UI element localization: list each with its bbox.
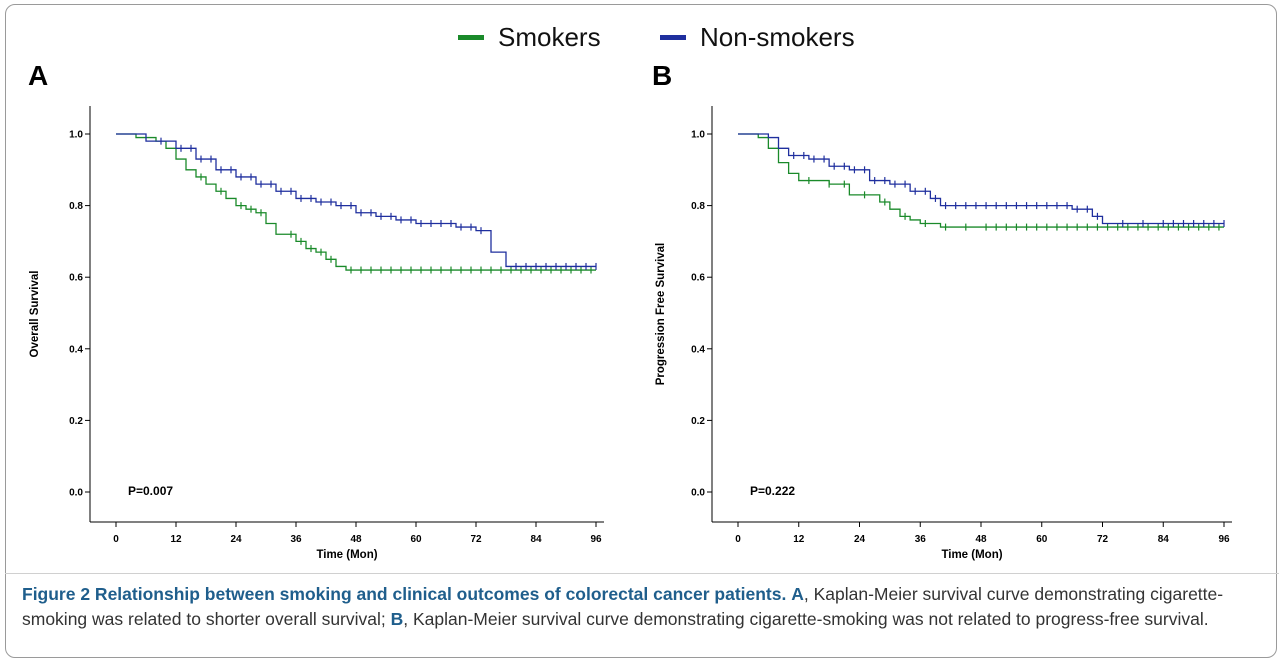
caption-text-b: , Kaplan-Meier survival curve demonstrat… xyxy=(403,609,1209,629)
y-tick-label-b-1: 0.2 xyxy=(691,416,705,427)
x-tick-label-a-7: 84 xyxy=(530,534,542,545)
figure-frame xyxy=(5,4,1277,658)
legend-label-nonsmokers: Non-smokers xyxy=(700,22,855,52)
legend-swatch-smokers xyxy=(458,35,484,40)
y-tick-label-b-0: 0.0 xyxy=(691,488,705,499)
panel-letter-b: B xyxy=(652,60,673,91)
y-tick-label-a-0: 0.0 xyxy=(69,488,83,499)
caption-text-a: , Kaplan-Meier survival curve demonstrat… xyxy=(22,584,1224,629)
survival-curve-b-smokers xyxy=(738,133,1224,228)
y-axis-title-b: Progression Free Survival xyxy=(655,243,667,386)
x-tick-label-b-6: 72 xyxy=(1097,534,1109,545)
survival-curve-a-non-smokers xyxy=(116,133,596,268)
caption-divider xyxy=(5,573,1279,574)
y-tick-label-b-5: 1.0 xyxy=(691,130,705,141)
y-tick-label-a-5: 1.0 xyxy=(69,130,83,141)
x-tick-label-a-4: 48 xyxy=(350,534,362,545)
x-tick-label-b-3: 36 xyxy=(915,534,927,545)
legend-item-nonsmokers: Non-smokers xyxy=(660,22,855,53)
p-value-a: P=0.007 xyxy=(128,484,173,498)
x-tick-label-a-2: 24 xyxy=(230,534,242,545)
survival-curve-b-non-smokers xyxy=(738,133,1224,225)
y-tick-label-b-3: 0.6 xyxy=(691,273,705,284)
x-tick-label-a-6: 72 xyxy=(470,534,482,545)
legend-item-smokers: Smokers xyxy=(458,22,601,53)
panel-letter-a: A xyxy=(28,60,49,91)
x-tick-label-a-8: 96 xyxy=(590,534,602,545)
x-tick-label-b-5: 60 xyxy=(1036,534,1048,545)
legend: Smokers Non-smokers xyxy=(0,22,1282,58)
x-tick-label-b-0: 0 xyxy=(735,534,741,545)
y-tick-label-a-4: 0.8 xyxy=(69,201,83,212)
y-tick-label-a-1: 0.2 xyxy=(69,416,83,427)
x-tick-label-a-3: 36 xyxy=(290,534,302,545)
legend-label-smokers: Smokers xyxy=(498,22,601,52)
x-axis-title-a: Time (Mon) xyxy=(316,549,377,561)
x-tick-label-b-7: 84 xyxy=(1158,534,1170,545)
y-tick-label-b-2: 0.4 xyxy=(691,344,705,355)
x-axis-title-b: Time (Mon) xyxy=(941,549,1002,561)
caption-letter-b: B xyxy=(390,609,404,629)
survival-charts: 0.0 0.2 0.4 0.6 0.8 1.0 0 12 24 36 48 60 72 84 96 Time … xyxy=(29,106,1232,561)
y-axis-title-a: Overall Survival xyxy=(29,271,41,358)
caption-letter-a: A xyxy=(791,584,804,604)
caption-title: Figure 2 Relationship between smoking an… xyxy=(22,584,787,604)
legend-swatch-nonsmokers xyxy=(660,35,686,40)
x-tick-label-b-8: 96 xyxy=(1218,534,1230,545)
x-tick-label-b-2: 24 xyxy=(854,534,866,545)
figure-caption: Figure 2 Relationship between smoking an… xyxy=(5,573,1279,632)
y-tick-label-a-3: 0.6 xyxy=(69,273,83,284)
survival-curve-a-smokers xyxy=(116,133,596,271)
x-tick-label-a-0: 0 xyxy=(113,534,119,545)
x-tick-label-a-5: 60 xyxy=(410,534,422,545)
x-tick-label-a-1: 12 xyxy=(170,534,182,545)
x-tick-label-b-1: 12 xyxy=(793,534,805,545)
x-tick-label-b-4: 48 xyxy=(975,534,987,545)
p-value-b: P=0.222 xyxy=(750,484,795,498)
y-tick-label-a-2: 0.4 xyxy=(69,344,83,355)
y-tick-label-b-4: 0.8 xyxy=(691,201,705,212)
